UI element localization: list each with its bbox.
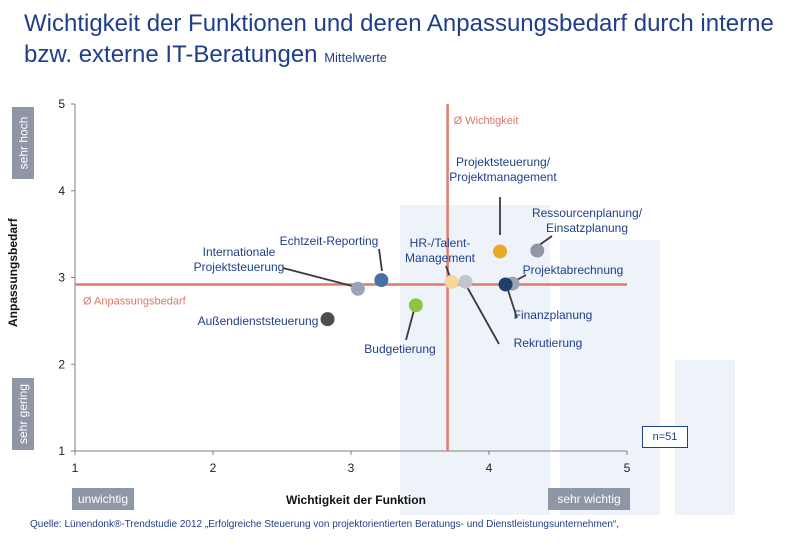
leader-line: [465, 284, 500, 345]
avg-adjustment-label: Ø Anpassungsbedarf: [83, 295, 187, 307]
point-label: Projektabrechnung: [523, 263, 624, 277]
title-text: Wichtigkeit der Funktionen und deren Anp…: [24, 10, 774, 68]
label-leaders: [282, 197, 553, 345]
data-point: [498, 277, 513, 292]
x-low-label-text: unwichtig: [77, 492, 129, 506]
chart-title: Wichtigkeit der Funktionen und deren Anp…: [24, 8, 784, 73]
data-point: [350, 281, 365, 296]
point-label: Echtzeit-Reporting: [280, 234, 379, 248]
leader-line: [405, 309, 415, 341]
x-high-label-text: sehr wichtig: [557, 492, 621, 506]
leader-line: [282, 267, 353, 287]
avg-importance-label: Ø Wichtigkeit: [454, 115, 519, 127]
data-points: [320, 243, 545, 327]
data-point: [458, 274, 473, 289]
watermark-shape: [560, 240, 660, 515]
x-tick-label: 2: [210, 461, 217, 475]
y-low-label: sehr gering: [12, 378, 34, 450]
y-tick-label: 4: [58, 184, 65, 198]
y-tick-label: 3: [58, 271, 65, 285]
y-tick-label: 2: [58, 357, 65, 371]
y-high-label-text: sehr hoch: [16, 116, 31, 170]
point-label: Budgetierung: [364, 342, 435, 356]
point-label: Ressourcenplanung/Einsatzplanung: [532, 206, 643, 235]
point-label: Außendienststeuerung: [198, 314, 319, 328]
leader-line: [506, 286, 518, 319]
point-label: Finanzplanung: [514, 308, 593, 322]
leader-line: [445, 265, 451, 278]
x-tick-label: 4: [486, 461, 493, 475]
data-point: [408, 298, 423, 313]
leader-line: [378, 248, 383, 272]
point-label: Projektsteuerung/Projektmanagement: [449, 155, 557, 184]
chart-subtitle: Mittelwerte: [324, 50, 388, 65]
point-labels: Projektsteuerung/Projektmanagement Ressou…: [194, 155, 643, 356]
y-high-label: sehr hoch: [12, 107, 34, 179]
x-tick-label: 5: [624, 461, 631, 475]
point-label: Internationale Projektsteuerung: [194, 245, 285, 274]
x-high-label: sehr wichtig: [548, 488, 630, 510]
y-tick-label: 1: [58, 444, 65, 458]
data-point: [493, 244, 508, 259]
y-tick-label: 5: [58, 97, 65, 111]
data-point: [320, 312, 335, 327]
x-tick-label: 1: [72, 461, 79, 475]
x-tick-label: 3: [348, 461, 355, 475]
y-axis-title: Anpassungsbedarf: [6, 218, 20, 327]
data-point: [374, 273, 389, 288]
point-label: HR-/Talent-Management: [405, 236, 476, 265]
x-axis-title: Wichtigkeit der Funktion: [286, 493, 426, 507]
chart-axes: 1 2 3 4 5 1 2 3 4 5: [58, 97, 630, 475]
data-point: [444, 274, 459, 289]
y-low-label-text: sehr gering: [16, 383, 31, 445]
point-label: Rekrutierung: [514, 336, 583, 350]
sample-size-box: n=51: [642, 426, 688, 448]
data-point: [530, 243, 545, 258]
x-low-label: unwichtig: [72, 488, 134, 510]
source-note: Quelle: Lünendonk®-Trendstudie 2012 „Erf…: [30, 519, 620, 530]
watermark-shape: [400, 205, 550, 515]
background-watermark: [400, 205, 735, 515]
